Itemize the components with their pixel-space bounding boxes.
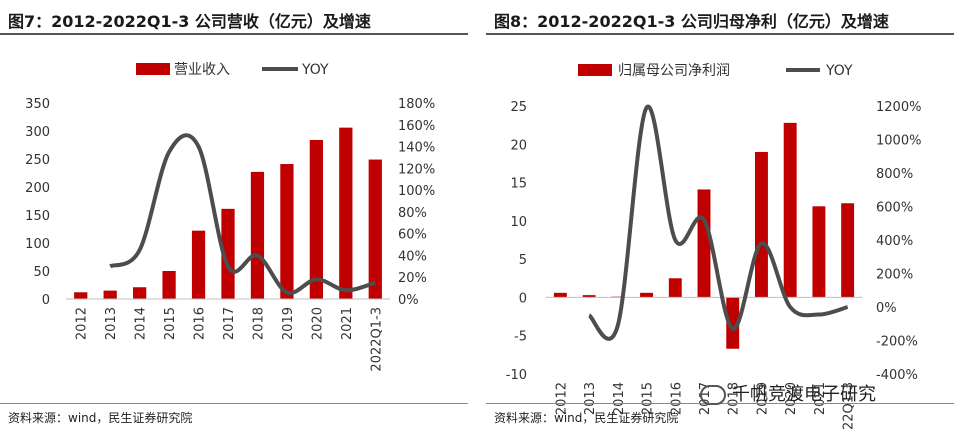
source-note: 资料来源：wind，民生证券研究院 — [8, 411, 193, 425]
x-tick-label: 2014 — [134, 307, 149, 340]
bar — [74, 292, 88, 299]
x-tick-label: 2019 — [755, 382, 770, 415]
chart-title: 图7：2012-2022Q1-3 公司营收（亿元）及增速 — [8, 12, 371, 31]
y-right-tick-label: 200% — [876, 268, 913, 283]
y-left-tick-label: 300 — [25, 125, 50, 140]
x-tick-label: 2017 — [222, 307, 237, 340]
bar — [280, 164, 294, 299]
chart-title: 图8：2012-2022Q1-3 公司归母净利（亿元）及增速 — [494, 12, 889, 31]
y-left-tick-label: 200 — [25, 181, 50, 196]
bar — [133, 287, 147, 299]
bar — [250, 171, 265, 299]
y-right-tick-label: 100% — [398, 184, 435, 199]
y-right-tick-label: 20% — [398, 271, 427, 286]
x-tick-label: 2013 — [104, 307, 119, 340]
x-tick-label: 2021 — [813, 382, 828, 415]
x-tick-label: 2016 — [193, 307, 208, 340]
watermark: 千帆竞渡电子研究 — [700, 380, 876, 406]
x-tick-label: 2021 — [340, 307, 355, 340]
bar — [697, 189, 711, 298]
bar — [553, 292, 567, 298]
bar — [812, 206, 826, 298]
y-right-tick-label: 180% — [398, 97, 435, 112]
y-right-tick-label: 40% — [398, 249, 427, 264]
net-profit-chart: 归属母公司净利润 YOY -10 -5 0 5 10 15 20 25 -400% -200% 0% 20… — [506, 62, 922, 430]
x-tick-label: 2014 — [612, 382, 627, 415]
y-right-tick-label: 120% — [398, 162, 435, 177]
x-tick-label: 2012 — [554, 382, 569, 415]
legend-swatch-bar — [136, 63, 170, 75]
bar — [221, 208, 235, 299]
y-left-tick-label: -5 — [514, 330, 527, 345]
x-tick-label: 2020 — [310, 307, 325, 340]
y-right-tick-label: 0% — [398, 293, 419, 308]
x-tick-label: 2012 — [75, 307, 90, 340]
bar — [640, 292, 654, 298]
bar — [582, 295, 596, 298]
y-right-tick-label: 1000% — [876, 134, 921, 149]
legend-label: YOY — [825, 63, 853, 79]
x-tick-label: 2018 — [251, 307, 266, 340]
y-right-tick-label: 0% — [876, 301, 897, 316]
bar — [841, 203, 855, 298]
legend-label: 归属母公司净利润 — [618, 62, 730, 79]
x-tick-label: 2022Q1-3 — [369, 307, 384, 372]
y-left-tick-label: 15 — [510, 177, 527, 192]
revenue-chart: 营业收入 YOY 0 50 100 150 200 250 300 350 0% 20% 40% 60% 8… — [25, 62, 435, 372]
legend-label: YOY — [301, 62, 329, 78]
y-right-tick-label: -400% — [876, 368, 918, 383]
source-divider — [0, 403, 468, 404]
title-divider — [486, 33, 954, 35]
y-right-tick-label: 160% — [398, 119, 435, 134]
y-left-tick-label: 250 — [25, 153, 50, 168]
y-left-tick-label: 0 — [42, 293, 50, 308]
watermark-text: 千帆竞渡电子研究 — [732, 384, 876, 405]
y-right-tick-label: 800% — [876, 167, 913, 182]
bar — [726, 297, 740, 349]
y-right-tick-label: 400% — [876, 234, 913, 249]
x-tick-label: 2016 — [669, 382, 684, 415]
bar — [783, 122, 797, 298]
legend-swatch-bar — [578, 64, 612, 76]
y-right-tick-label: -200% — [876, 335, 918, 350]
y-left-tick-label: 0 — [519, 291, 527, 306]
y-left-tick-label: 10 — [510, 215, 527, 230]
x-tick-label: 2015 — [163, 307, 178, 340]
y-left-tick-label: 150 — [25, 209, 50, 224]
legend-label: 营业收入 — [174, 62, 230, 78]
wechat-icon — [700, 385, 726, 405]
source-note: 资料来源：wind，民生证券研究院 — [494, 411, 679, 425]
x-tick-label: 2013 — [583, 382, 598, 415]
bar — [754, 151, 768, 298]
bar — [162, 271, 176, 299]
y-left-tick-label: -10 — [506, 368, 527, 383]
bar — [339, 127, 353, 299]
bar — [103, 290, 117, 299]
x-tick-label: 2019 — [281, 307, 296, 340]
x-tick-label: 2022Q1-3 — [842, 382, 857, 430]
y-left-tick-label: 350 — [25, 97, 50, 112]
y-right-tick-label: 1200% — [876, 100, 921, 115]
y-right-tick-label: 140% — [398, 141, 435, 156]
y-right-tick-label: 60% — [398, 228, 427, 243]
revenue-chart-panel: 图7：2012-2022Q1-3 公司营收（亿元）及增速 营业收入 YOY 0 50 1… — [0, 0, 468, 430]
bar — [191, 230, 206, 299]
x-tick-label: 2015 — [641, 382, 656, 415]
y-right-tick-label: 600% — [876, 201, 913, 216]
x-tick-label: 2020 — [784, 382, 799, 415]
y-left-tick-label: 100 — [25, 237, 50, 252]
y-left-tick-label: 50 — [33, 265, 50, 280]
yoy-line — [109, 133, 376, 296]
yoy-line — [587, 104, 849, 341]
y-left-tick-label: 20 — [510, 138, 527, 153]
bar — [368, 159, 382, 299]
net-profit-chart-panel: 图8：2012-2022Q1-3 公司归母净利（亿元）及增速 归属母公司净利润 Y… — [486, 0, 954, 430]
y-right-tick-label: 80% — [398, 206, 427, 221]
y-left-tick-label: 25 — [510, 100, 527, 115]
bar — [668, 278, 682, 298]
bar — [309, 139, 323, 299]
title-divider — [0, 33, 468, 35]
y-left-tick-label: 5 — [519, 253, 527, 268]
x-tick-label: 2018 — [727, 382, 742, 415]
